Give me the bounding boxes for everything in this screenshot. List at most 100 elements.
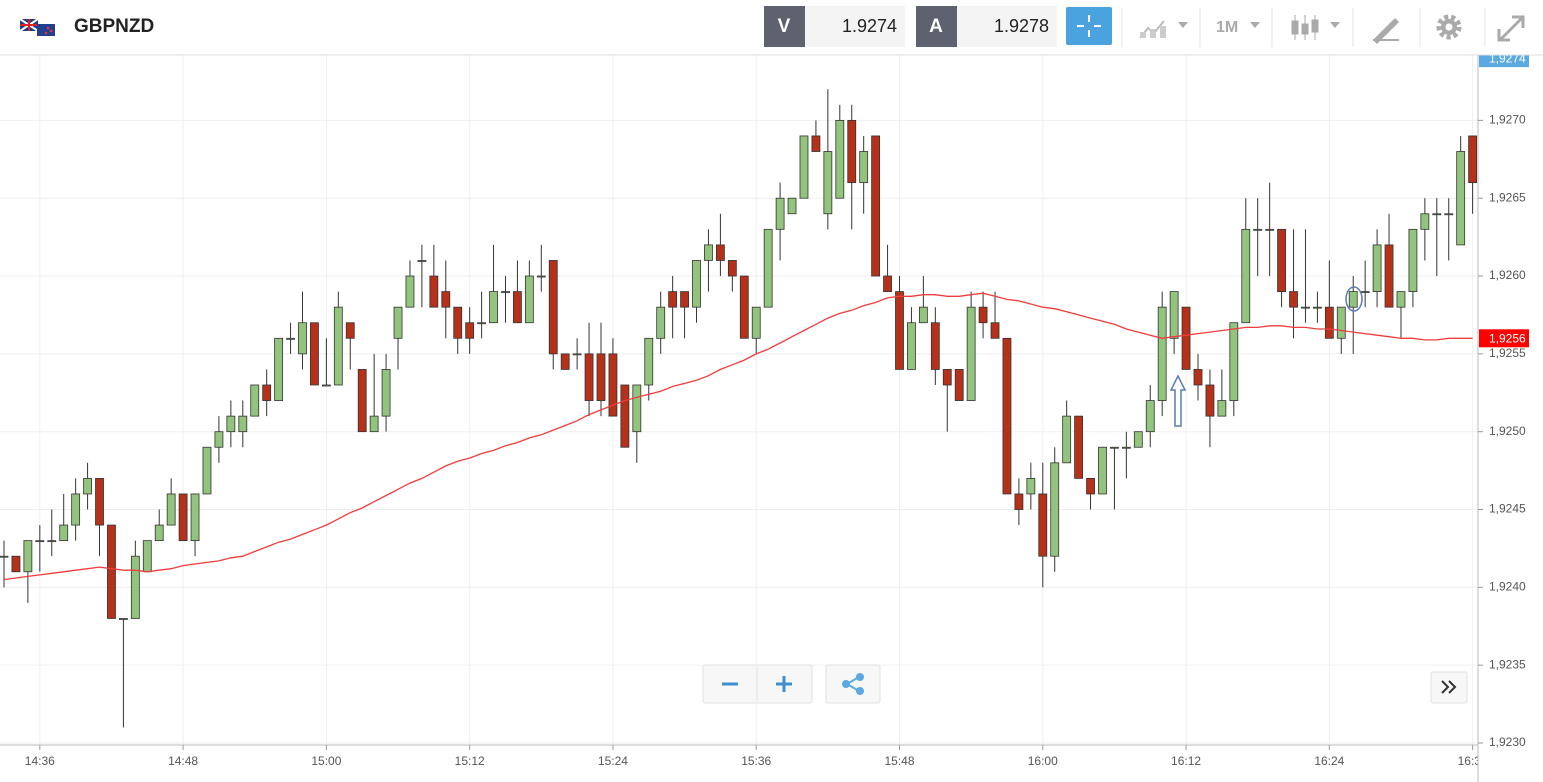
candle-body	[811, 135, 821, 152]
candle-body	[154, 524, 164, 542]
candle-body	[1468, 135, 1478, 184]
crosshair-button[interactable]	[1066, 7, 1112, 45]
candle-body	[763, 228, 773, 308]
candle-body	[310, 322, 319, 386]
candle-body	[142, 540, 152, 573]
candle-body	[465, 322, 475, 339]
fullscreen-button[interactable]	[1497, 15, 1525, 42]
candle-body	[1110, 446, 1119, 449]
candle-body	[1241, 228, 1251, 324]
bid-box	[805, 6, 905, 47]
candle-body	[978, 306, 988, 324]
candle-body	[1277, 228, 1286, 292]
candle-body	[1050, 462, 1060, 557]
x-tick-label: 16:00	[1028, 754, 1058, 768]
candle-body	[1217, 400, 1227, 417]
candle-body	[130, 555, 140, 619]
annotations	[1169, 286, 1363, 427]
candle-body	[262, 384, 272, 401]
ask-label: A	[929, 16, 943, 37]
candle-body	[489, 291, 498, 324]
candle-body	[274, 337, 284, 401]
y-tick-label: 1,9245	[1489, 502, 1526, 516]
candle-body	[704, 244, 713, 261]
candle-body	[823, 151, 833, 215]
candle-body	[393, 306, 403, 339]
candle-body	[453, 306, 463, 339]
candle-body	[1074, 415, 1083, 479]
candle-body	[1133, 431, 1143, 448]
candle-body	[59, 524, 69, 542]
candle-body	[1348, 291, 1358, 308]
share-button[interactable]	[825, 664, 881, 704]
x-tick-label: 15:48	[884, 754, 914, 768]
ask-button[interactable]	[916, 6, 957, 47]
candle-body	[799, 135, 809, 199]
symbol: GBPNZD	[74, 16, 154, 37]
candle-body	[1420, 213, 1430, 230]
candle-body	[727, 260, 737, 277]
drawing-tool-button[interactable]	[1373, 18, 1399, 44]
candle-body	[656, 306, 666, 339]
candle-body	[11, 555, 21, 573]
candle-body	[1289, 291, 1298, 308]
candle-body	[1014, 493, 1024, 510]
candle-body	[35, 540, 45, 543]
candle-body	[441, 291, 451, 308]
candle-body	[1026, 477, 1036, 495]
candle-body	[1408, 228, 1418, 292]
candle-body	[942, 369, 952, 386]
candle-body	[632, 384, 642, 433]
candle-body	[226, 415, 236, 433]
candle-body	[381, 369, 391, 417]
bid-button[interactable]	[764, 6, 805, 47]
y-tick-label: 1,9265	[1489, 190, 1526, 204]
candle-body	[1456, 151, 1466, 246]
candle-body	[1432, 213, 1442, 216]
y-tick-label: 1,9240	[1489, 580, 1526, 594]
x-tick-label: 15:24	[598, 754, 628, 768]
candle-body	[214, 431, 224, 448]
candle-body	[680, 291, 689, 308]
candle-body	[71, 493, 81, 526]
y-tick-label: 1,9230	[1489, 735, 1526, 749]
candle-body	[1444, 213, 1454, 216]
y-tick-label: 1,9260	[1489, 268, 1526, 282]
candle-body	[83, 477, 92, 495]
candle-body	[536, 275, 546, 278]
candle-body	[202, 446, 212, 495]
y-axis-panel	[1478, 56, 1543, 782]
x-tick-label: 15:12	[455, 754, 485, 768]
candle-body	[23, 540, 33, 573]
candle-body	[0, 555, 9, 558]
candle-style-button[interactable]	[1291, 15, 1340, 40]
timeframe[interactable]: 1M	[1216, 19, 1238, 36]
candle-body	[477, 322, 487, 325]
candle-body	[1301, 306, 1310, 309]
candle-body	[966, 306, 976, 401]
candle-body	[907, 322, 916, 370]
candle-body	[333, 306, 343, 386]
circle-annotation	[1345, 286, 1363, 312]
moving-average	[3, 292, 1473, 581]
arrow-annotation	[1169, 374, 1187, 427]
candle-body	[1360, 291, 1370, 293]
candle-body	[1229, 322, 1239, 401]
candle-body	[369, 415, 379, 433]
y-tick-label: 1,9255	[1489, 346, 1526, 360]
candle-body	[930, 322, 940, 370]
candle-body	[250, 384, 260, 417]
zoom-in-button[interactable]	[776, 676, 792, 692]
chart-type-button[interactable]	[1139, 20, 1188, 39]
candle-body	[584, 353, 594, 401]
candle-body	[1336, 306, 1346, 339]
header: GBPNZD V 1.9274 A 1.9278 1M	[0, 0, 1543, 56]
candle-body	[1313, 306, 1322, 309]
scroll-right-button[interactable]	[1430, 671, 1468, 704]
x-tick-label: 15:36	[741, 754, 771, 768]
candle-body	[524, 275, 534, 324]
settings-button[interactable]	[1436, 14, 1462, 40]
timeframe-arrow	[1250, 22, 1260, 28]
candle-body	[190, 493, 200, 542]
candle-body	[918, 306, 928, 324]
